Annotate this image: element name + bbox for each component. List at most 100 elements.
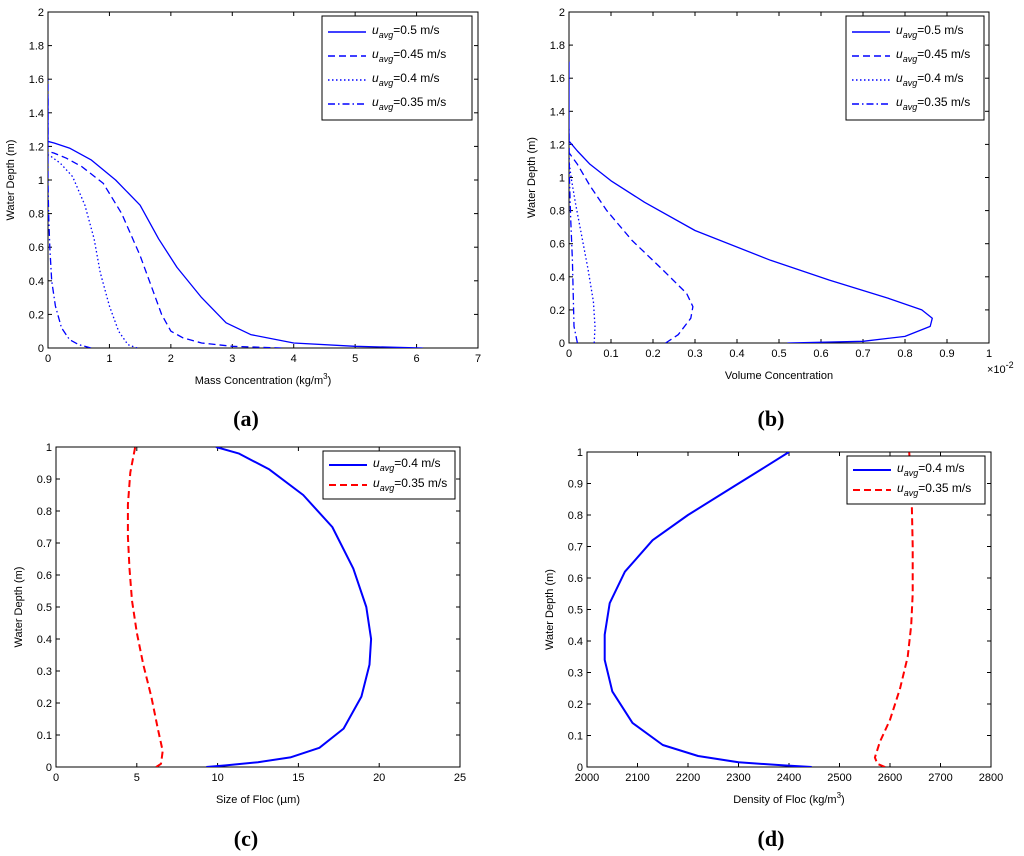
y-axis-label: Water Depth (m) <box>5 140 17 221</box>
legend: uavg=0.5 m/s uavg=0.45 m/s uavg=0.4 m/s uav… <box>321 15 473 121</box>
x-tick-label: 2100 <box>625 772 649 784</box>
x-tick-label: 0.6 <box>813 348 828 360</box>
y-tick-label: 0.2 <box>29 309 44 321</box>
y-tick-label: 0.4 <box>37 634 52 646</box>
x-axis-label: Size of Floc (μm) <box>216 793 300 806</box>
y-tick-label: 0.4 <box>29 276 44 288</box>
series-line-1 <box>206 447 373 767</box>
x-tick-label: 10 <box>211 772 223 784</box>
x-tick-label: 0.5 <box>771 348 786 360</box>
legend-label: uavg=0.5 m/s <box>372 23 440 40</box>
x-tick-label: 0.8 <box>897 348 912 360</box>
chart-panel-c: 0 5 10 15 20 25 0 0.1 0.2 0.3 0.4 0.5 0.6 0.7 0.8 0.9 1 S… <box>13 442 466 851</box>
y-tick-label: 0.4 <box>568 636 583 648</box>
x-tick-label: 6 <box>414 353 420 365</box>
legend-box <box>322 450 456 500</box>
x-tick-label: 2 <box>168 353 174 365</box>
legend-label: uavg=0.35 m/s <box>372 95 446 112</box>
y-tick-label: 1.4 <box>29 108 44 120</box>
y-tick-label: 1.6 <box>29 74 44 86</box>
series-line-4 <box>569 127 579 343</box>
y-tick-label: 1.8 <box>550 40 565 52</box>
y-tick-label: 0.3 <box>37 666 52 678</box>
y-tick-label: 0 <box>46 762 52 774</box>
x-tick-label: 0.9 <box>939 348 954 360</box>
y-tick-label: 1.8 <box>29 41 44 53</box>
panel-label-c: (c) <box>234 826 258 851</box>
y-tick-label: 0.6 <box>550 239 565 251</box>
series-line-3 <box>569 160 596 343</box>
y-tick-label: 0.5 <box>37 602 52 614</box>
y-tick-label: 0.6 <box>29 242 44 254</box>
y-tick-label: 0 <box>577 762 583 774</box>
y-tick-label: 2 <box>559 7 565 19</box>
x-tick-label: 0.1 <box>603 348 618 360</box>
chart-panel-d: 2000 2100 2200 2300 2400 2500 2600 2700 2800 0 0.1… <box>544 447 1003 851</box>
legend-box <box>845 15 985 121</box>
legend-label: uavg=0.35 m/s <box>897 481 971 498</box>
series-line-2 <box>569 152 694 343</box>
y-tick-label: 0.8 <box>29 209 44 221</box>
x-tick-label: 2300 <box>726 772 750 784</box>
x-axis-multiplier: ×10-2 <box>987 360 1014 376</box>
x-tick-label: 7 <box>475 353 481 365</box>
y-tick-label: 0.9 <box>568 479 583 491</box>
x-tick-label: 25 <box>454 772 466 784</box>
panel-label-d: (d) <box>758 826 785 851</box>
legend: uavg=0.4 m/s uavg=0.35 m/s <box>322 450 456 500</box>
x-tick-label: 2200 <box>676 772 700 784</box>
y-tick-label: 0.1 <box>568 731 583 743</box>
legend-label: uavg=0.35 m/s <box>373 476 447 493</box>
series-line-3 <box>48 154 138 348</box>
legend-label: uavg=0.4 m/s <box>372 71 440 88</box>
y-tick-label: 0.2 <box>550 305 565 317</box>
x-tick-label: 5 <box>352 353 358 365</box>
x-tick-label: 0 <box>566 348 572 360</box>
chart-panel-a: 0 1 2 3 4 5 6 7 0 0.2 0.4 0.6 0.8 1 1.2 1.4 1.6 1.8 2 Mass … <box>5 7 481 431</box>
series-line-2 <box>126 447 164 767</box>
y-tick-label: 0 <box>38 343 44 355</box>
y-tick-label: 0.8 <box>550 206 565 218</box>
y-tick-label: 1 <box>577 447 583 459</box>
y-tick-label: 0.8 <box>37 506 52 518</box>
legend-label: uavg=0.45 m/s <box>896 47 970 64</box>
series-line-1 <box>603 452 812 767</box>
y-tick-label: 1 <box>559 173 565 185</box>
y-axis-label: Water Depth (m) <box>526 137 538 218</box>
panel-label-b: (b) <box>758 406 785 431</box>
x-tick-label: 0.3 <box>687 348 702 360</box>
y-tick-label: 0.2 <box>37 698 52 710</box>
x-tick-label: 5 <box>134 772 140 784</box>
y-tick-label: 0.4 <box>550 272 565 284</box>
legend-label: uavg=0.4 m/s <box>373 456 441 473</box>
y-axis-label: Water Depth (m) <box>544 569 556 650</box>
y-tick-label: 2 <box>38 7 44 19</box>
legend-label: uavg=0.45 m/s <box>372 47 446 64</box>
legend: uavg=0.4 m/s uavg=0.35 m/s <box>846 455 986 505</box>
legend-box <box>846 455 986 505</box>
x-tick-label: 0 <box>45 353 51 365</box>
x-axis-label: Volume Concentration <box>725 370 833 382</box>
x-tick-label: 20 <box>373 772 385 784</box>
series-line-1 <box>48 96 423 348</box>
y-tick-label: 1 <box>46 442 52 454</box>
series-line-1 <box>569 61 933 343</box>
legend-label: uavg=0.4 m/s <box>897 461 965 478</box>
y-tick-label: 1.2 <box>550 139 565 151</box>
x-tick-label: 0.2 <box>645 348 660 360</box>
y-tick-label: 0.6 <box>37 570 52 582</box>
y-tick-label: 0.3 <box>568 668 583 680</box>
y-tick-label: 0.1 <box>37 730 52 742</box>
y-tick-label: 1.2 <box>29 141 44 153</box>
x-tick-label: 0 <box>53 772 59 784</box>
y-tick-label: 1.6 <box>550 73 565 85</box>
y-tick-label: 0.5 <box>568 605 583 617</box>
panel-label-a: (a) <box>233 406 259 431</box>
x-tick-label: 3 <box>229 353 235 365</box>
x-tick-label: 0.4 <box>729 348 744 360</box>
x-tick-label: 0.7 <box>855 348 870 360</box>
x-tick-label: 15 <box>292 772 304 784</box>
series-line-4 <box>48 79 92 348</box>
y-axis-label: Water Depth (m) <box>13 567 25 648</box>
x-tick-label: 1 <box>106 353 112 365</box>
